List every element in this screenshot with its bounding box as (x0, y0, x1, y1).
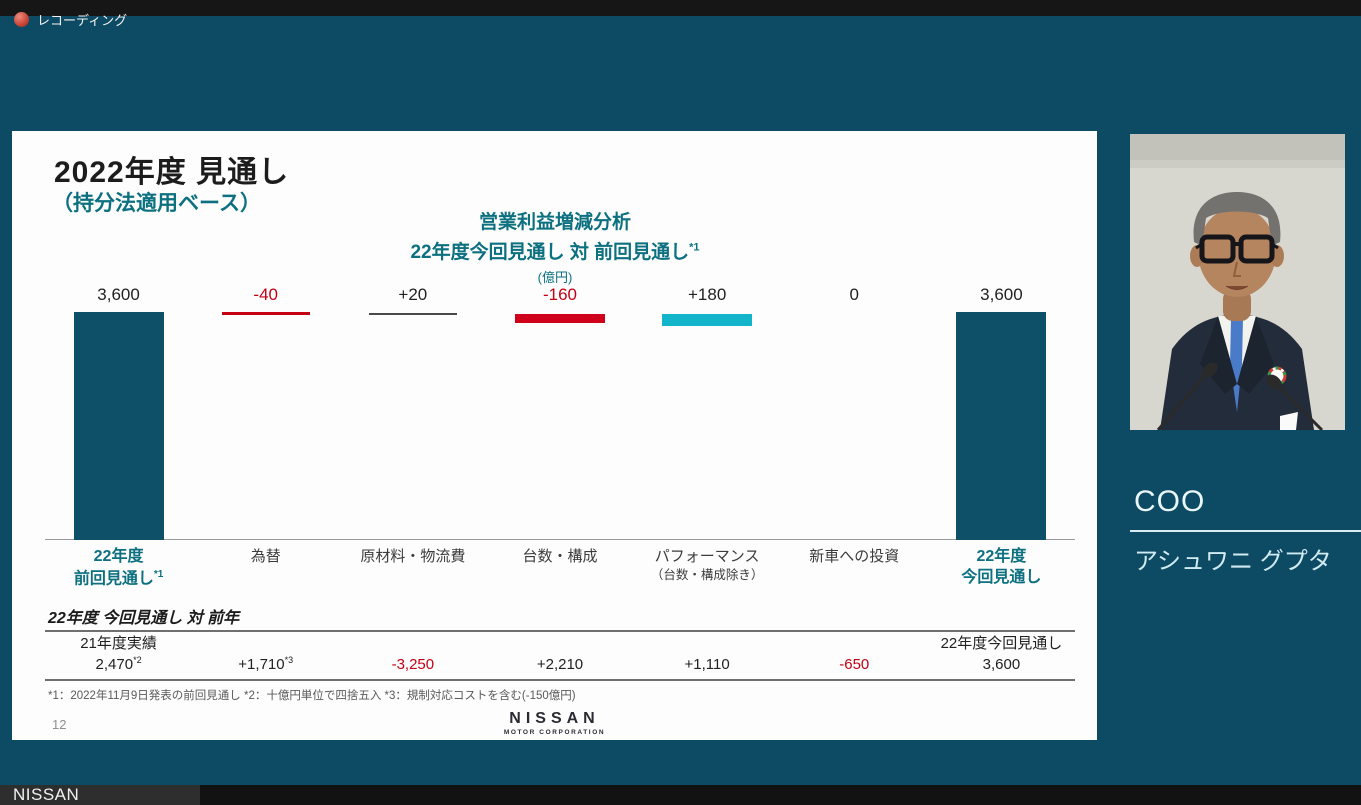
negative-delta-bar (221, 312, 310, 315)
slide-title: 2022年度 見通し (54, 156, 290, 189)
value-label: 3,600 (97, 285, 140, 304)
table-cell: 22年度今回見通し 3,600 (940, 634, 1063, 674)
waterfall-category-labels: 22年度 前回見通し*1 為替 原材料・物流費 台数・構成 パフォーマンス （台… (45, 547, 1075, 590)
value-label: -40 (253, 285, 278, 304)
category-label: 22年度 今回見通し (961, 548, 1042, 586)
chart-title: 営業利益増減分析 (478, 212, 631, 233)
waterfall-plot-area (45, 312, 1075, 540)
category-label: パフォーマンス （台数・構成除き） (650, 548, 764, 582)
recording-label: レコーディング (37, 13, 128, 28)
total-bar (73, 312, 164, 540)
table-cell: +1,110 (684, 656, 730, 674)
value-label: +180 (687, 285, 727, 304)
table-cell: +1,710*3 (238, 655, 294, 674)
recording-dot-icon (14, 12, 29, 27)
category-label: 為替 (250, 548, 281, 565)
taskbar: NISSAN (0, 785, 1361, 805)
speaker-divider (1130, 530, 1361, 532)
speaker-video-tile[interactable] (1130, 134, 1345, 430)
table-cell: +2,210 (536, 656, 584, 674)
category-label: 原材料・物流費 (360, 548, 466, 565)
comparison-table-header: 22年度 今回見通し 対 前年 (48, 610, 240, 627)
positive-delta-bar (662, 314, 753, 326)
meeting-top-bar (0, 0, 1361, 16)
shared-slide: 2022年度 見通し （持分法適用ベース） 営業利益増減分析 22年度今回見通し… (12, 131, 1097, 740)
category-label: 台数・構成 (522, 548, 598, 565)
comparison-table-row: 21年度実績 2,470*2 +1,710*3 -3,250 +2,210 +1… (45, 634, 1075, 676)
chart-subtitle: 22年度今回見通し 対 前回見通し*1 (410, 241, 700, 263)
negative-delta-bar (514, 314, 605, 323)
category-label: 新車への投資 (809, 548, 900, 565)
waterfall-column (339, 312, 486, 539)
table-rule (45, 630, 1075, 632)
chart-unit-label: (億円) (537, 270, 573, 285)
value-label: 3,600 (980, 285, 1023, 304)
waterfall-column (634, 312, 781, 539)
slide-subtitle: （持分法適用ベース） (52, 192, 261, 215)
nissan-logo: NISSAN MOTOR CORPORATION (503, 710, 606, 736)
speaker-name: アシュワニ グプタ (1134, 548, 1332, 575)
waterfall-column (486, 312, 633, 539)
waterfall-value-labels: 3,600 -40 +20 -160 +180 0 3,600 (45, 285, 1075, 305)
slide-footnote: *1：2022年11月9日発表の前回見通し *2：十億円単位で四捨五入 *3：規… (48, 690, 576, 702)
recording-indicator[interactable]: レコーディング (14, 10, 127, 29)
category-label: 22年度 前回見通し*1 (73, 548, 164, 588)
table-cell: 21年度実績 2,470*2 (80, 634, 157, 674)
value-label: 0 (849, 285, 859, 304)
value-label: +20 (398, 285, 428, 304)
total-bar (956, 312, 1047, 540)
chart-header: 営業利益増減分析 22年度今回見通し 対 前回見通し*1 (億円) (255, 207, 855, 286)
table-rule (45, 679, 1075, 681)
positive-delta-bar (368, 313, 457, 315)
slide-page-number: 12 (52, 717, 67, 732)
waterfall-column (928, 312, 1075, 540)
table-cell: -650 (839, 656, 870, 674)
table-cell: -3,250 (391, 656, 435, 674)
value-label: -160 (542, 285, 577, 304)
waterfall-column (45, 312, 192, 540)
speaker-portrait (1130, 134, 1345, 430)
waterfall-column (192, 312, 339, 539)
taskbar-app-label[interactable]: NISSAN (0, 785, 200, 805)
speaker-title: COO (1134, 485, 1206, 518)
waterfall-column (781, 312, 928, 539)
